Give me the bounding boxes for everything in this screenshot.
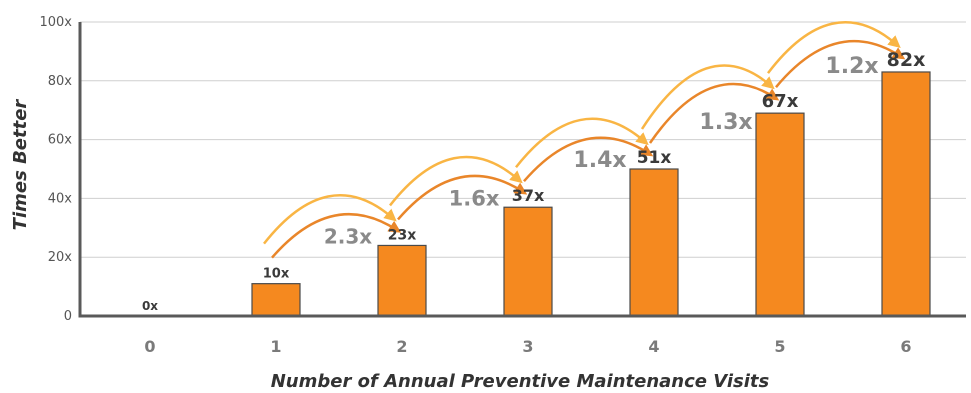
data-label: 23x <box>388 227 417 243</box>
growth-label: 1.6x <box>449 186 500 210</box>
data-label: 37x <box>512 186 545 205</box>
x-tick-label: 2 <box>396 337 407 356</box>
bar <box>629 168 679 317</box>
growth-arrow-inner <box>775 39 906 88</box>
axes <box>78 22 966 318</box>
x-tick-label: 0 <box>144 337 155 356</box>
y-axis-title: Times Better <box>10 99 31 231</box>
bar <box>881 71 931 317</box>
x-tick-labels: 0 1 2 3 4 5 6 <box>144 337 911 356</box>
growth-arrow-inner <box>523 136 654 183</box>
data-label: 0x <box>142 299 158 313</box>
growth-arrow-inner <box>397 174 528 221</box>
x-tick-label: 4 <box>648 337 659 356</box>
growth-label: 1.2x <box>825 54 878 79</box>
growth-arrow-inner <box>271 212 402 259</box>
growth-label: 1.3x <box>699 110 752 135</box>
x-tick-label: 3 <box>522 337 533 356</box>
growth-label: 1.4x <box>573 148 626 173</box>
growth-arrows <box>263 21 906 259</box>
data-label: 10x <box>263 267 290 282</box>
growth-arrow-outer <box>767 21 901 74</box>
gridlines <box>80 21 966 258</box>
y-tick-label: 100x <box>39 15 72 30</box>
x-tick-label: 5 <box>774 337 785 356</box>
y-tick-label: 20x <box>48 250 73 265</box>
growth-arrow-outer <box>263 194 397 245</box>
y-tick-label: 80x <box>48 74 73 89</box>
x-tick-label: 1 <box>270 337 281 356</box>
y-tick-label: 60x <box>48 133 73 148</box>
data-label: 82x <box>887 49 926 71</box>
bar <box>377 244 427 317</box>
data-label: 67x <box>762 91 799 112</box>
growth-arrow-outer <box>389 155 523 207</box>
x-axis-title: Number of Annual Preventive Maintenance … <box>271 371 770 392</box>
y-tick-label: 40x <box>48 191 73 206</box>
bar <box>251 283 301 317</box>
growth-arrow-outer <box>515 117 649 168</box>
data-label: 51x <box>637 148 672 168</box>
bar <box>755 112 805 317</box>
bars <box>251 71 931 317</box>
bar <box>503 206 553 317</box>
data-labels: 0x 10x 23x 37x 51x 67x 82x 2.3x 1.6x 1.4x 1.3x 1.2x <box>142 49 925 313</box>
growth-label: 2.3x <box>324 225 372 249</box>
y-tick-label: 0 <box>64 309 72 324</box>
x-tick-label: 6 <box>900 337 911 356</box>
growth-arrow-outer <box>640 64 775 130</box>
growth-arrow-inner <box>648 82 780 144</box>
y-tick-labels: 0 20x 40x 60x 80x 100x <box>39 15 72 324</box>
